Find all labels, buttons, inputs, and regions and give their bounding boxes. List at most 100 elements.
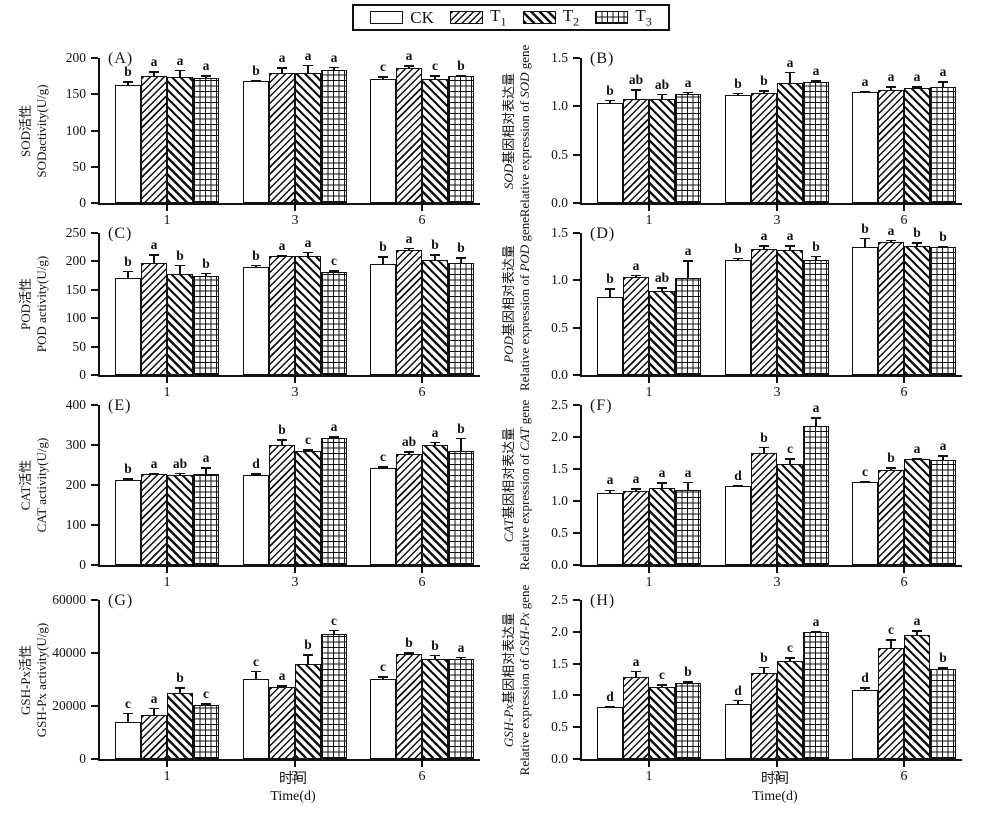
y-tick — [573, 232, 580, 234]
bar-B-6-T3 — [930, 87, 956, 203]
bar-A-3-CK — [243, 81, 269, 203]
sig-letter: a — [606, 472, 614, 488]
x-tick — [903, 375, 905, 383]
y-tick-label: 1.0 — [551, 493, 568, 508]
y-tick-label: 100 — [65, 310, 86, 326]
sig-letter: a — [202, 58, 210, 74]
x-category-label: 1 — [163, 213, 171, 228]
bar-C-1-T1 — [141, 262, 167, 375]
panel-tag-B: (B) — [590, 50, 615, 67]
bar-G-3-CK — [243, 678, 269, 759]
y-tick-label: 20000 — [52, 698, 86, 713]
x-category-label: 6 — [900, 575, 908, 590]
sig-letter: a — [786, 54, 794, 70]
error-bar-cap — [683, 260, 693, 263]
sig-letter: b — [939, 229, 947, 245]
error-bar-stem — [661, 482, 663, 489]
sig-letter: a — [812, 400, 820, 416]
error-bar-stem — [179, 264, 181, 275]
bar-F-6-T2 — [904, 459, 930, 565]
error-bar-stem — [127, 81, 129, 85]
sig-letter: ab — [172, 455, 188, 471]
y-tick-label: 1.5 — [551, 225, 568, 240]
error-bar-stem — [333, 66, 335, 71]
panel-tag-E: (E) — [108, 397, 132, 414]
sig-letter: d — [861, 670, 869, 686]
sig-letter: b — [431, 637, 439, 653]
bar-G-1-T1 — [141, 715, 167, 759]
sig-letter: a — [405, 48, 413, 64]
error-bar-stem — [789, 657, 791, 662]
bar-H-3-T3 — [803, 632, 829, 759]
bar-C-6-T1 — [396, 250, 422, 375]
error-bar-stem — [281, 67, 283, 74]
x-tick — [776, 375, 778, 383]
bar-E-3-T1 — [269, 445, 295, 565]
y-tick — [573, 599, 580, 601]
bar-D-1-T1 — [623, 276, 649, 375]
error-bar-cap — [605, 706, 615, 708]
error-bar-cap — [912, 86, 922, 88]
x-category-label: 6 — [900, 213, 908, 228]
error-bar-cap — [811, 80, 821, 82]
y-tick — [573, 374, 580, 376]
bar-A-1-T3 — [193, 77, 219, 203]
bar-C-3-CK — [243, 267, 269, 375]
bar-D-1-T2 — [649, 290, 675, 375]
sig-letter: a — [278, 237, 286, 253]
error-bar-cap — [886, 639, 896, 642]
error-bar-stem — [789, 245, 791, 251]
x-category-label: 6 — [900, 385, 908, 400]
error-bar-stem — [763, 666, 765, 674]
panel-tag-C: (C) — [108, 225, 133, 242]
panel-C-plot: (C) 0 50 100 150 200 250 1 b a b b 3 b a a c 6 b a b b — [66, 225, 480, 400]
x-tick — [648, 759, 650, 767]
y-tick-label: 0.5 — [551, 319, 568, 335]
sig-letter: a — [913, 612, 921, 628]
bar-E-1-CK — [115, 479, 141, 565]
y-tick-label: 150 — [65, 86, 86, 102]
error-bar-stem — [434, 654, 436, 659]
error-bar-cap — [759, 666, 769, 669]
error-bar-stem — [153, 254, 155, 263]
x-tick — [294, 759, 296, 767]
legend-item-t1: T1 — [450, 7, 506, 28]
error-bar-cap — [886, 239, 896, 242]
bar-H-1-T3 — [675, 682, 701, 759]
error-bar-cap — [201, 467, 211, 469]
bar-D-3-T1 — [751, 249, 777, 375]
y-tick-label: 2.0 — [551, 623, 568, 639]
x-category-label: 6 — [418, 769, 426, 784]
sig-letter: b — [124, 64, 132, 80]
bar-E-1-T3 — [193, 473, 219, 565]
x-tick — [648, 565, 650, 573]
bar-B-1-T2 — [649, 98, 675, 203]
bar-B-3-T3 — [803, 82, 829, 203]
bar-C-1-T3 — [193, 276, 219, 375]
error-bar-cap — [938, 81, 948, 83]
bar-D-6-T3 — [930, 247, 956, 375]
error-bar-cap — [201, 272, 211, 275]
error-bar-cap — [759, 245, 769, 247]
legend: CK T1 T2 T3 — [352, 4, 670, 31]
error-bar-stem — [434, 75, 436, 80]
sig-letter: c — [787, 441, 793, 457]
x-category-label: 1 — [645, 769, 653, 784]
y-axis-label-en: GSH-Px activity(U/g) — [34, 622, 49, 737]
error-bar-stem — [635, 88, 637, 99]
sig-letter: b — [304, 637, 312, 653]
y-tick-label: 0.0 — [551, 195, 568, 210]
y-tick-label: 250 — [65, 225, 86, 240]
y-tick-label: 0.0 — [551, 557, 568, 572]
legend-label: CK — [410, 8, 434, 27]
error-bar-stem — [942, 454, 944, 461]
y-tick-label: 0 — [79, 195, 86, 210]
panel-A-plot: (A) 0 50 100 150 200 1 b a a a 3 b a a a 6 c a c b — [66, 48, 480, 228]
sig-letter: b — [379, 239, 387, 255]
x-tick — [903, 565, 905, 573]
bar-A-6-T2 — [422, 79, 448, 203]
sig-letter: c — [125, 695, 131, 711]
bar-A-6-T3 — [448, 76, 474, 203]
error-bar-cap — [605, 99, 615, 102]
x-tick — [166, 759, 168, 767]
